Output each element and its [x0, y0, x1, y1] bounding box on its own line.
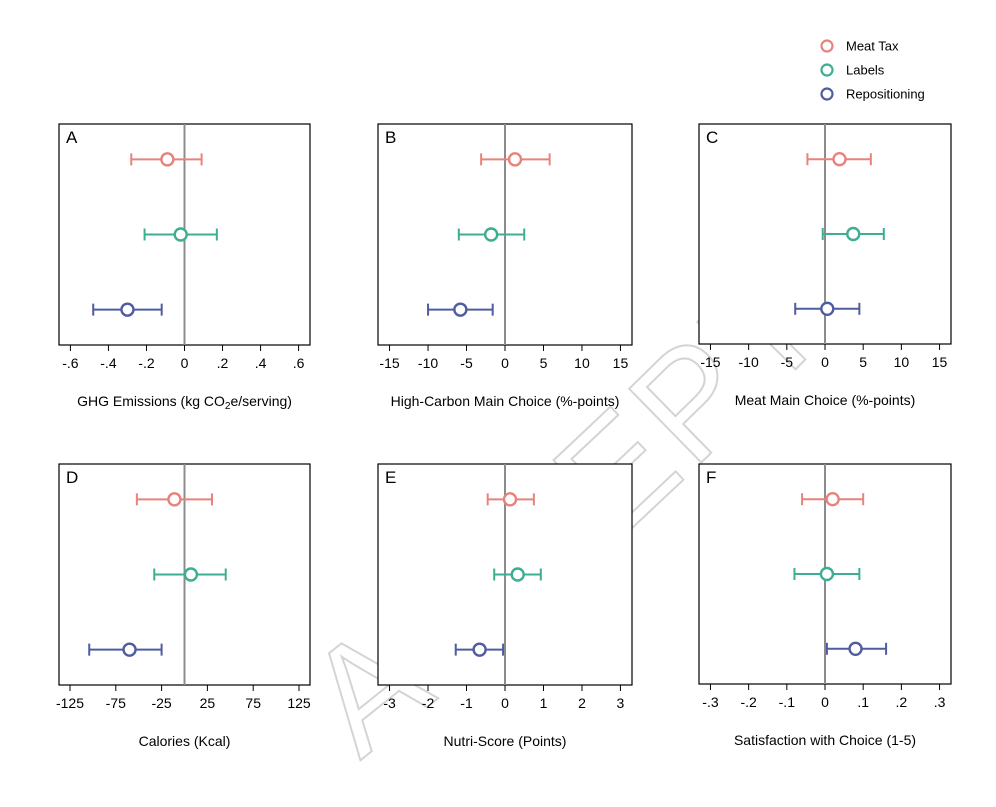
point-labels: [483, 227, 499, 242]
panel-letter: E: [385, 468, 396, 487]
x-tick-label: 25: [200, 695, 216, 711]
x-tick-label: -125: [56, 695, 84, 711]
x-tick-label: -.6: [62, 355, 79, 371]
x-tick-label: 0: [821, 354, 829, 370]
panel-letter: B: [385, 128, 396, 147]
panel-letter: C: [706, 128, 718, 147]
x-tick-label: 10: [894, 354, 910, 370]
x-tick-label: -2: [422, 695, 435, 711]
legend-marker: [820, 63, 834, 77]
x-tick-label: -10: [739, 354, 759, 370]
legend-label: Repositioning: [846, 87, 925, 102]
x-tick-label: -3: [383, 695, 396, 711]
legend-label: Labels: [846, 63, 885, 78]
x-axis-title-subscript: 2: [225, 401, 231, 412]
x-axis-title: Nutri-Score (Points): [444, 733, 567, 749]
point-labels: [846, 226, 861, 242]
x-tick-label: -25: [151, 695, 171, 711]
x-tick-label: -.1: [779, 694, 796, 710]
x-tick-label: -10: [418, 355, 438, 371]
x-tick-label: 10: [574, 355, 590, 371]
panel-letter: A: [66, 128, 78, 147]
point-repositioning: [820, 301, 835, 316]
x-tick-label: -75: [106, 695, 126, 711]
x-tick-label: .2: [896, 694, 908, 710]
point-meat-tax: [832, 151, 847, 167]
point-repositioning: [122, 642, 137, 657]
x-tick-label: 0: [501, 355, 509, 371]
x-tick-label: -.2: [138, 355, 155, 371]
x-tick-label: .1: [857, 694, 869, 710]
x-tick-label: .6: [293, 355, 305, 371]
x-tick-label: 15: [932, 354, 948, 370]
legend-marker: [820, 87, 834, 101]
x-tick-label: 0: [181, 355, 189, 371]
x-tick-label: -5: [460, 355, 473, 371]
x-axis-title: Calories (Kcal): [139, 733, 231, 749]
point-labels: [819, 566, 835, 582]
panel-c: C -15 -10 -5 0 5 10 15 Meat Main Choice (%-point…: [698, 123, 952, 408]
x-tick-label: -.4: [100, 355, 117, 371]
x-axis-title: GHG Emissions (kg CO2e/serving): [77, 393, 292, 412]
panel-e: E -3 -2 -1 0 1 2 3 Nutri-Score (Points): [377, 463, 633, 749]
x-tick-label: -15: [379, 355, 399, 371]
point-meat-tax: [507, 152, 523, 167]
panel-d: D -125 -75 -25 25 75 125 Calories (Kcal): [56, 463, 311, 749]
point-repositioning: [453, 302, 468, 317]
x-axis-title: High-Carbon Main Choice (%-points): [391, 393, 620, 409]
x-tick-label: -.3: [702, 694, 719, 710]
panel-letter: D: [66, 468, 78, 487]
x-axis-title: Meat Main Choice (%-points): [735, 392, 916, 408]
point-labels: [173, 227, 188, 242]
x-tick-label: 15: [613, 355, 629, 371]
x-tick-label: 3: [617, 695, 625, 711]
x-tick-label: 5: [859, 354, 867, 370]
x-tick-label: 125: [287, 695, 311, 711]
legend-label: Meat Tax: [846, 39, 899, 54]
point-meat-tax: [825, 492, 840, 507]
point-repositioning: [848, 641, 863, 656]
x-axis-title-part: GHG Emissions (kg CO: [77, 393, 225, 409]
panel-a: A -.6 -.4 -.2 0 .2 .4 .6 GHG Emissions (kg CO2e/…: [58, 123, 311, 412]
panel-f: F -.3 -.2 -.1 0 .1 .2 .3 Satisfaction with Choic…: [698, 463, 952, 748]
point-meat-tax: [502, 492, 518, 507]
x-tick-label: 5: [540, 355, 548, 371]
x-tick-label: -5: [781, 354, 794, 370]
x-tick-label: -.2: [740, 694, 757, 710]
point-meat-tax: [167, 492, 182, 507]
x-tick-label: .4: [255, 355, 267, 371]
x-tick-label: 0: [501, 695, 509, 711]
point-repositioning: [120, 302, 135, 317]
x-axis-title: Satisfaction with Choice (1-5): [734, 732, 916, 748]
legend-marker: [820, 39, 834, 53]
point-repositioning: [472, 642, 487, 657]
x-tick-label: -1: [460, 695, 473, 711]
point-meat-tax: [160, 152, 175, 167]
point-labels: [510, 567, 525, 582]
x-tick-label: 0: [821, 694, 829, 710]
x-tick-label: 75: [245, 695, 261, 711]
point-labels: [183, 567, 199, 582]
x-axis-title-part: e/serving): [230, 393, 291, 409]
x-tick-label: 2: [578, 695, 586, 711]
x-tick-label: -15: [700, 354, 720, 370]
x-tick-label: 1: [540, 695, 548, 711]
panel-letter: F: [706, 468, 716, 487]
panel-b: B -15 -10 -5 0 5 10 15 High-Carbon Main Choice (…: [377, 123, 633, 409]
x-tick-label: .2: [217, 355, 229, 371]
x-tick-label: .3: [934, 694, 946, 710]
